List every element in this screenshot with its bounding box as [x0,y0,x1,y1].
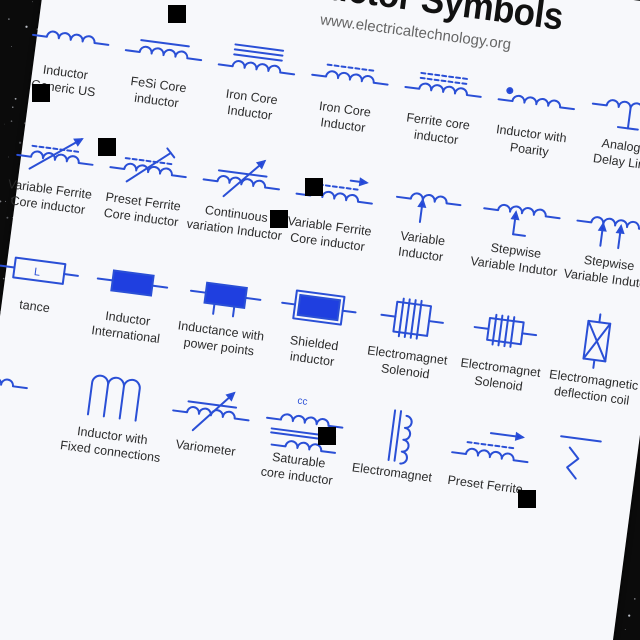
stepwise-variable-icon [483,203,561,237]
redaction-block [270,210,288,228]
variometer-icon [172,391,250,432]
symbol-cell: Stepwise Variable Indutor [549,188,640,311]
symbol-cell: Electromagnet Solenoid [441,293,564,416]
symbol-cell: Variable Ferrite Core inductor [0,115,113,238]
svg-text:L: L [33,266,41,279]
symbol-label: Electromagnetic deflection coil [548,367,640,408]
symbol-cell: Variable Inductor [363,164,486,287]
redaction-block [318,427,336,445]
symbol-cell: Electromagnet [332,398,455,521]
solenoid-icon [380,297,444,340]
redaction-block [168,5,186,23]
redaction-block [305,178,323,196]
variable-ferrite-dashed-icon [295,177,373,205]
symbol-cell: Variometer [146,373,269,496]
inductance-box-icon: L [0,256,79,285]
ferrite-core-inductor-icon [404,71,482,98]
partial-symbol-icon [0,377,28,390]
continuous-variation-icon [202,159,280,198]
symbol-label: Analoge Delay Line [592,136,640,173]
symbol-cell: Analoge Delay Line [565,71,640,194]
iron-core-dashed-inductor-icon [311,63,389,86]
generic-inductor-icon [32,30,110,46]
redaction-block [98,138,116,156]
redaction-block [518,490,536,508]
delay-line-icon [591,99,640,131]
svg-text:cc: cc [297,396,308,408]
fixed-connections-icon [86,374,141,422]
solenoid-2-icon [473,313,538,348]
preset-ferrite-core-icon [109,147,187,183]
symbol-cell [0,349,83,472]
shielded-inductor-icon [281,289,357,326]
preset-ferrite-2-icon [451,431,529,464]
symbol-cell: Electromagnet Solenoid [347,281,470,404]
iron-core-inductor-icon [217,43,296,76]
deflection-coil-icon [582,313,612,369]
variable-ferrite-core-icon [16,138,94,170]
saturable-core-icon: cc [266,396,344,454]
redaction-block [32,84,50,102]
power-points-icon [189,281,262,318]
symbol-cell [518,422,640,545]
symbol-cell: Ferrite core inductor [378,47,501,170]
symbol-cell: Stepwise Variable Indutor [456,176,579,299]
symbol-cell: Continuous variation Inductor [176,139,299,262]
stepwise-variable-2-icon [576,216,640,250]
symbol-cell: Inductor with Poarity [471,59,594,182]
variable-inductor-icon [395,192,462,224]
symbol-cell: Shielded inductor [254,269,377,392]
symbol-cell: Inductor with Fixed connections [52,361,175,484]
symbol-cell: Electromagnetic deflection coil [534,305,640,428]
symbol-grid: Inductor Generic US FeSi Core inductor Iro… [0,0,640,497]
symbol-cell: Iron Core Inductor [192,22,315,145]
symbol-cell: Inductor Generic US [5,0,128,121]
symbol-cell: Iron Core Inductor [285,35,408,158]
fesi-core-inductor-icon [124,39,203,62]
electromagnet-icon [387,409,413,465]
inductor-international-icon [96,269,169,297]
polarity-inductor-icon [497,87,575,111]
symbol-cell: Preset Ferrite Core inductor [83,127,206,250]
symbol-cell: FeSi Core inductor [99,10,222,133]
partial-symbol-2-icon [560,435,602,480]
symbol-cell: Inductance with power points [161,256,284,379]
symbol-cell: Preset Ferrite [425,410,548,533]
symbol-cell: Inductor International [68,244,191,367]
symbol-label: Stepwise Variable Indutor [562,252,640,292]
